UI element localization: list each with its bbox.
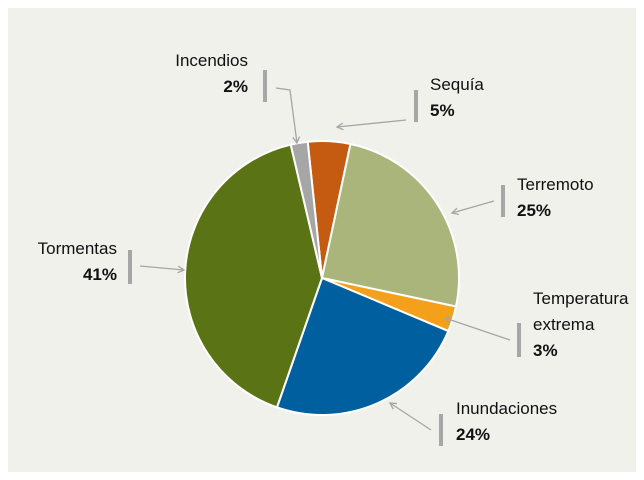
value-label: 25% <box>517 201 552 220</box>
leader-arrow <box>335 122 344 131</box>
slice-label: Sequía 5% <box>430 72 550 124</box>
slice-label: Inundaciones 24% <box>456 396 616 448</box>
category-label: Tormentas <box>37 239 117 258</box>
leader-arrow <box>177 265 186 274</box>
slice-label: Temperatura extrema 3% <box>533 286 641 364</box>
pie-slice <box>275 276 450 416</box>
value-label: 5% <box>430 101 455 120</box>
leader-line <box>139 265 185 271</box>
leader-line <box>336 119 407 128</box>
value-label: 2% <box>223 77 248 96</box>
value-label: 3% <box>533 341 558 360</box>
leader-line <box>275 87 298 144</box>
slice-label: Incendios 2% <box>148 48 248 100</box>
leader-arrow <box>443 316 453 324</box>
value-label: 41% <box>82 265 117 284</box>
slice-label: Tormentas 41% <box>17 236 117 288</box>
leader-line <box>389 402 432 431</box>
leader-arrow <box>388 402 398 410</box>
category-label: Terremoto <box>517 175 594 194</box>
leader-arrow <box>450 207 459 216</box>
pie-slice <box>320 142 460 308</box>
pie-slice <box>184 143 324 409</box>
slice-label: Terremoto 25% <box>517 172 637 224</box>
leader-line <box>451 200 495 214</box>
category-label: Sequía <box>430 75 484 94</box>
category-label: Inundaciones <box>456 399 558 418</box>
category-label: Incendios <box>175 51 248 70</box>
category-label: Temperatura extrema <box>533 289 629 334</box>
leader-line <box>444 317 511 341</box>
pie-slice <box>289 140 323 279</box>
leader-arrow <box>292 136 301 145</box>
value-label: 24% <box>456 425 491 444</box>
